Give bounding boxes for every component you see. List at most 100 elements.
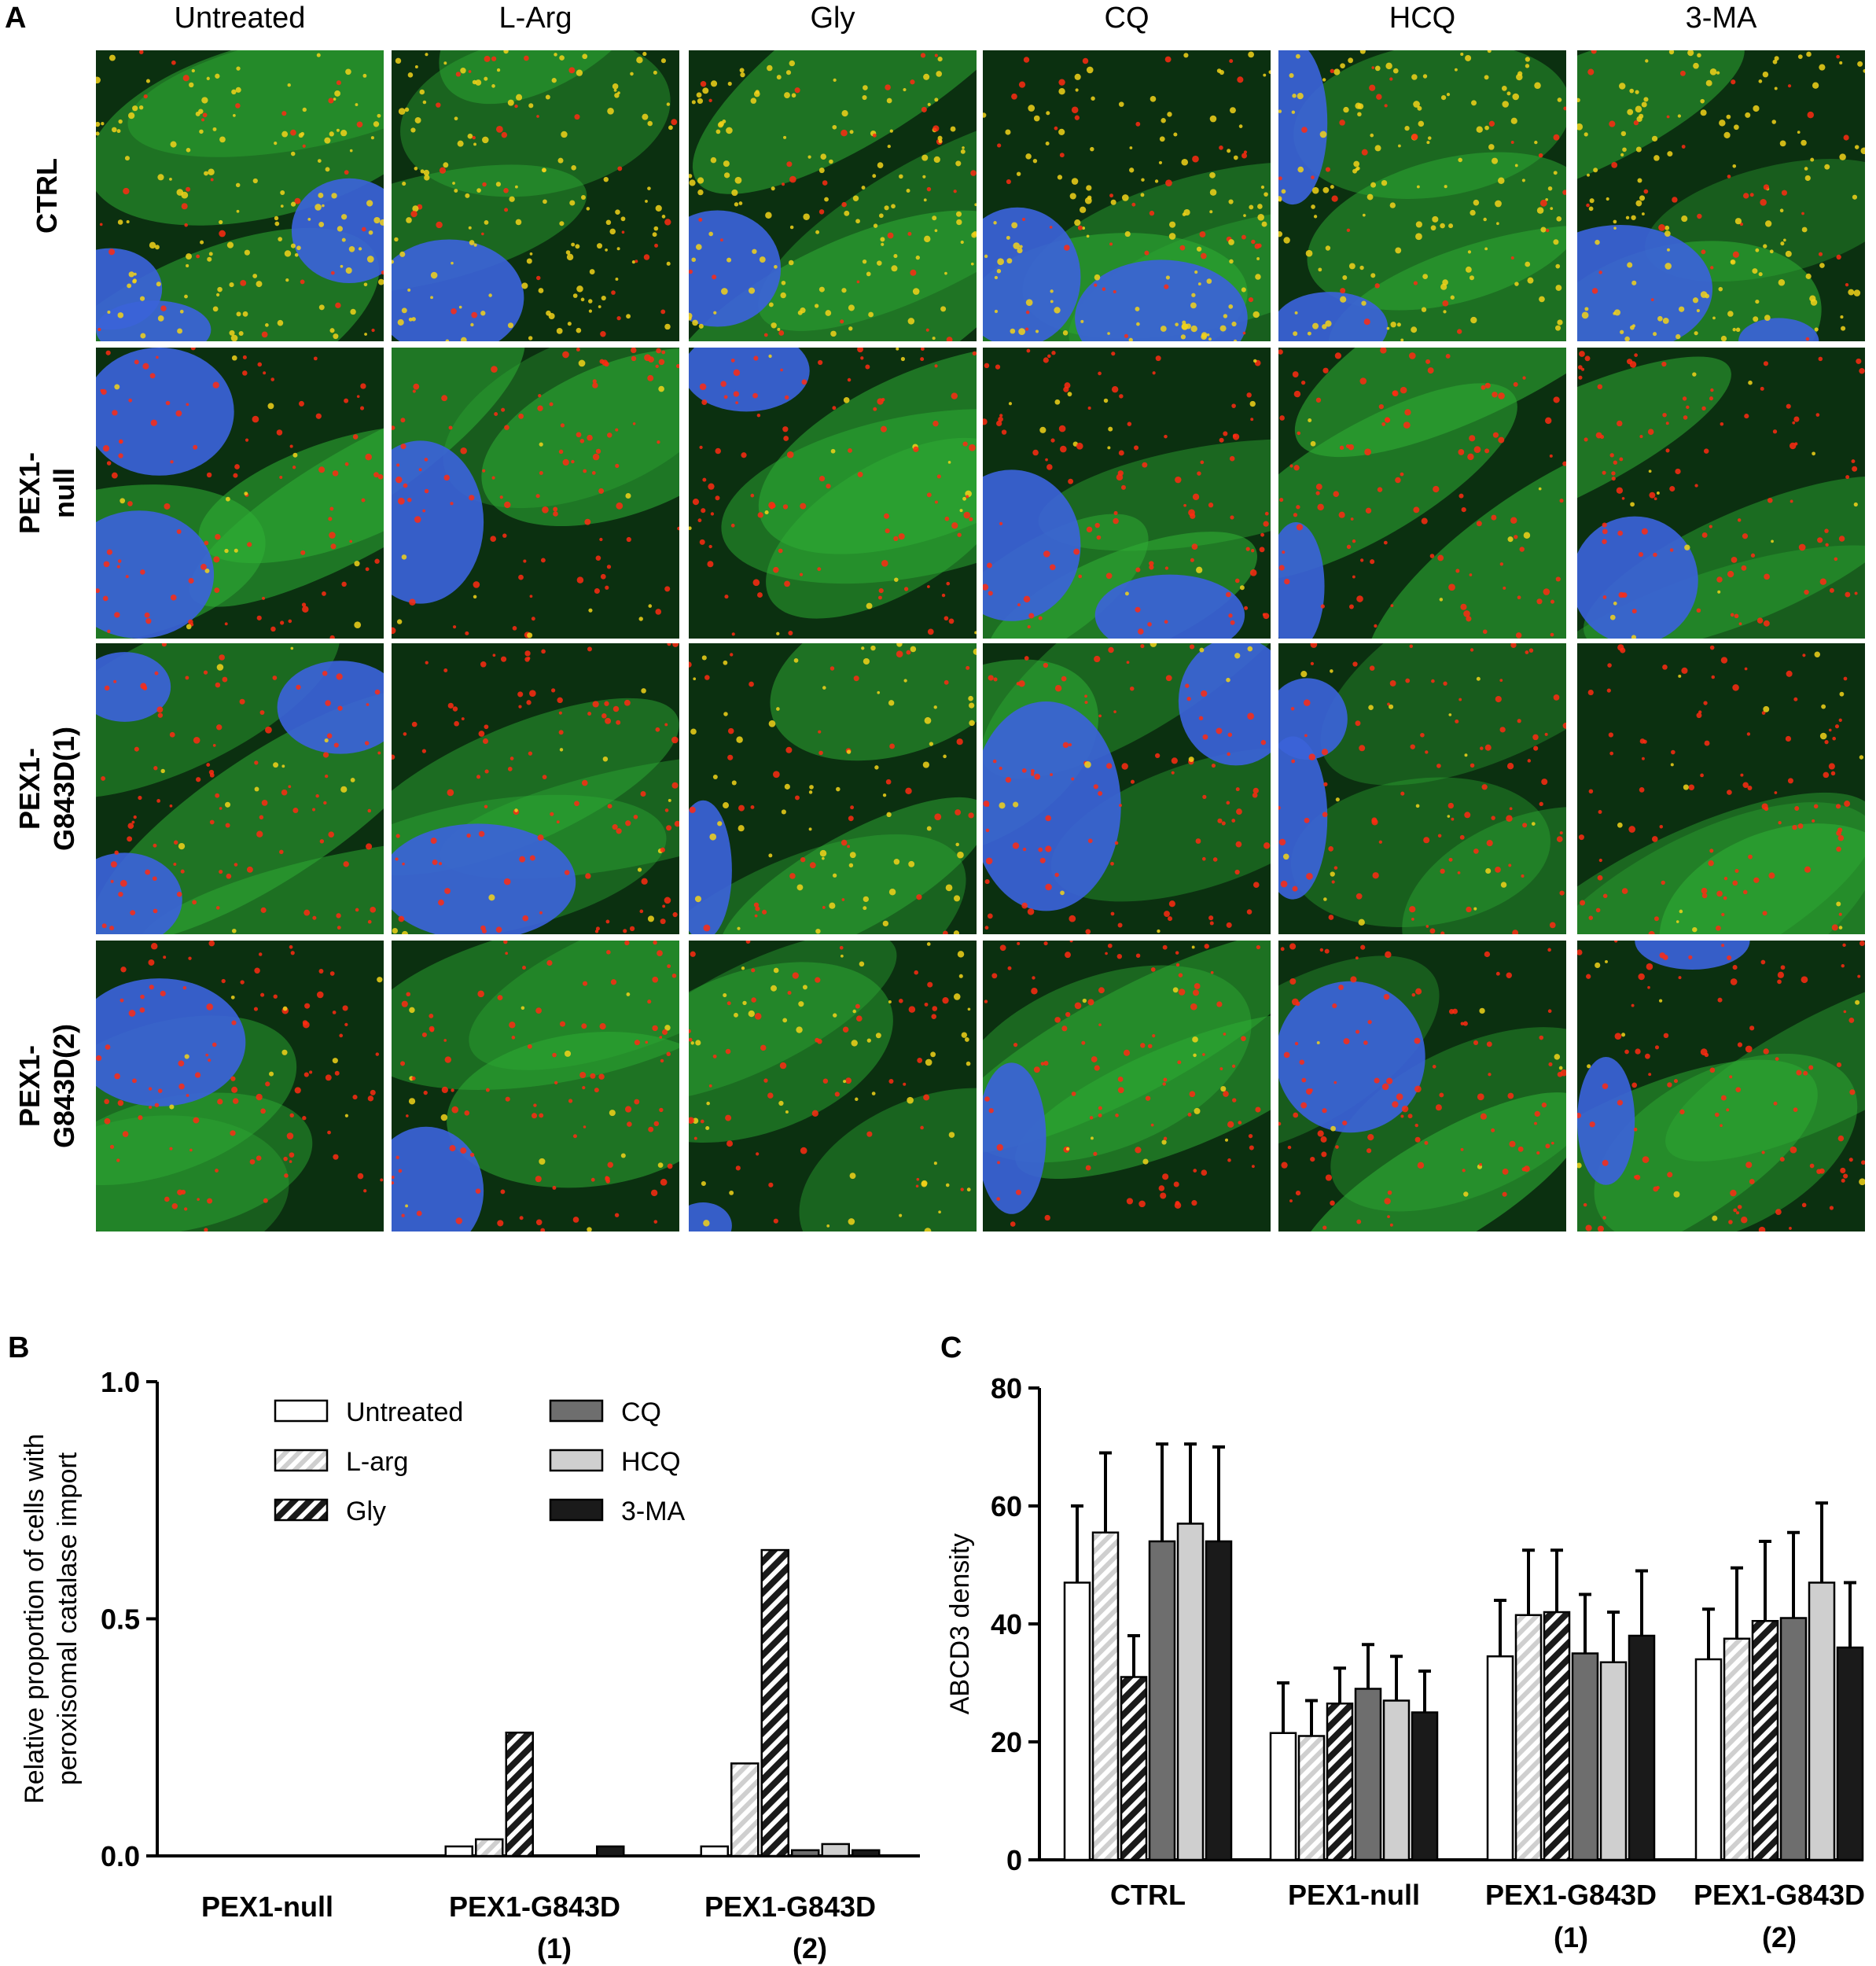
micrograph-pex1-g843d-1-l-arg [392, 643, 679, 934]
panel-c-bar-untreated-3 [1486, 1655, 1514, 1861]
panel-c-bar-3-ma-4 [1836, 1646, 1864, 1861]
panel-b-bar-l-arg-3 [730, 1762, 760, 1857]
micrograph-ctrl-3-ma [1577, 50, 1865, 341]
panel-c-category-label: CTRL [1110, 1879, 1186, 1911]
panel-b-category-sublabel: (1) [537, 1932, 572, 1964]
panel-b-category-label: PEX1-G843D [449, 1891, 620, 1923]
panel-c-bar-hcq-2 [1382, 1699, 1411, 1861]
panel-b-legend-swatch-untreated [274, 1399, 329, 1423]
panel-c-y-tick-label: 60 [991, 1490, 1022, 1522]
panel-b-bar-untreated-2 [444, 1845, 473, 1857]
panel-b-bar-gly-3 [760, 1548, 789, 1857]
row-label-line2: G843D(2) [48, 1023, 80, 1149]
micrograph-pex1-g843d-2-gly [689, 941, 977, 1232]
panel-b-bar-cq-3 [791, 1849, 820, 1857]
panel-c-y-axis-label: ABCD3 density [945, 1533, 975, 1715]
column-header-gly: Gly [810, 2, 855, 35]
micrograph-pex1-g843d-2-hcq [1278, 941, 1566, 1232]
micrograph-ctrl-l-arg [392, 50, 679, 341]
panel-b-bar-hcq-3 [821, 1843, 850, 1857]
row-label-3: PEX1- G843D(1) [0, 643, 94, 934]
column-header-3-ma: 3-MA [1685, 2, 1757, 35]
micrograph-pex1-null-l-arg [392, 348, 679, 639]
micrograph-ctrl-untreated [96, 50, 384, 341]
panel-c-category-label: PEX1-null [1288, 1879, 1420, 1911]
panel-b-legend-swatch-3-ma [549, 1498, 604, 1522]
row-label-line2: null [48, 468, 80, 518]
panel-c-bar-hcq-4 [1808, 1581, 1836, 1861]
panel-b-bar-untreated-3 [700, 1845, 729, 1857]
panel-c-bar-hcq-1 [1176, 1522, 1205, 1861]
micrograph-pex1-g843d-1-gly [689, 643, 977, 934]
column-header-l-arg: L-Arg [498, 2, 572, 35]
panel-c-bar-cq-2 [1354, 1688, 1382, 1861]
panel-b-category-sublabel: (2) [793, 1932, 827, 1964]
panel-c-bar-3-ma-2 [1411, 1711, 1439, 1861]
panel-c-bar-l-arg-1 [1091, 1531, 1120, 1861]
panel-c-category-label: PEX1-G843D [1485, 1879, 1657, 1911]
panel-c-category-label: PEX1-G843D [1694, 1879, 1865, 1911]
panel-c-category-sublabel: (1) [1554, 1921, 1588, 1953]
panel-b-legend-swatch-hcq [549, 1449, 604, 1472]
panel-b-legend-swatch-l-arg [274, 1449, 329, 1472]
panel-b-bar-l-arg-2 [475, 1838, 504, 1857]
panel-b-bar-3-ma-3 [852, 1849, 881, 1857]
row-label-4: PEX1- G843D(2) [0, 941, 94, 1232]
panel-b-category-label: PEX1-null [201, 1891, 333, 1923]
micrograph-pex1-g843d-1-untreated [96, 643, 384, 934]
panel-c-y-tick-label: 20 [991, 1726, 1022, 1758]
micrograph-ctrl-cq [983, 50, 1271, 341]
panel-b-bar-3-ma-2 [596, 1845, 625, 1857]
micrograph-pex1-null-untreated [96, 348, 384, 639]
row-label-2: PEX1- null [0, 348, 94, 639]
panel-c-bar-l-arg-2 [1297, 1735, 1326, 1861]
column-header-cq: CQ [1104, 2, 1150, 35]
row-label-line1: CTRL [31, 158, 63, 234]
panel-c-bar-3-ma-3 [1628, 1634, 1656, 1861]
panel-c-bar-l-arg-4 [1723, 1637, 1751, 1861]
panel-b-label: B [8, 1331, 30, 1364]
panel-c-bar-hcq-3 [1599, 1661, 1628, 1861]
panel-c-bar-cq-3 [1571, 1652, 1599, 1861]
panel-c-bar-3-ma-1 [1205, 1540, 1233, 1861]
panel-b-y-axis-label: Relative proportion of cells with [20, 1434, 50, 1804]
panel-c-bar-l-arg-3 [1514, 1614, 1543, 1861]
panel-c-y-tick-label: 80 [991, 1372, 1022, 1405]
panel-b-bar-gly-2 [505, 1731, 534, 1857]
panel-c-bar-untreated-4 [1694, 1658, 1723, 1861]
panel-b-legend-label-hcq: HCQ [621, 1447, 681, 1477]
panel-b-legend-swatch-cq [549, 1399, 604, 1423]
column-header-untreated: Untreated [174, 2, 306, 35]
panel-b-y-axis-label: peroxisomal catalase import [53, 1452, 83, 1785]
micrograph-pex1-g843d-1-hcq [1278, 643, 1566, 934]
panel-b-legend-label-l-arg: L-arg [346, 1447, 408, 1477]
micrograph-pex1-g843d-1-cq [983, 643, 1271, 934]
micrograph-ctrl-gly [689, 50, 977, 341]
row-label-line1: PEX1- [13, 451, 46, 535]
panel-b-legend-label-gly: Gly [346, 1497, 386, 1526]
panel-c-y-tick-label: 40 [991, 1608, 1022, 1640]
column-header-hcq: HCQ [1389, 2, 1456, 35]
panel-b-y-tick-label: 1.0 [101, 1366, 140, 1398]
micrograph-pex1-g843d-2-cq [983, 941, 1271, 1232]
panel-c-bar-untreated-1 [1063, 1581, 1091, 1861]
micrograph-pex1-g843d-1-3-ma [1577, 643, 1865, 934]
row-label-line2: G843D(1) [48, 726, 80, 852]
panel-c-bar-untreated-2 [1269, 1732, 1297, 1861]
panel-b-y-tick-label: 0.5 [101, 1603, 140, 1636]
row-label-line1: PEX1- [13, 747, 46, 830]
panel-b-legend-swatch-gly [274, 1498, 329, 1522]
panel-c-category-sublabel: (2) [1762, 1921, 1797, 1953]
row-label-line1: PEX1- [13, 1044, 46, 1128]
panel-c-bar-cq-1 [1148, 1540, 1176, 1861]
micrograph-pex1-null-hcq [1278, 348, 1566, 639]
panel-c-bar-gly-4 [1751, 1620, 1779, 1861]
panel-c-bar-gly-2 [1326, 1703, 1354, 1861]
micrograph-pex1-null-gly [689, 348, 977, 639]
micrograph-ctrl-hcq [1278, 50, 1566, 341]
panel-c-bar-gly-3 [1543, 1611, 1571, 1861]
panel-b-category-label: PEX1-G843D [704, 1891, 876, 1923]
panel-b-legend-label-3-ma: 3-MA [621, 1497, 686, 1526]
panel-a-label: A [5, 2, 27, 35]
panel-b-legend-label-untreated: Untreated [346, 1397, 463, 1427]
